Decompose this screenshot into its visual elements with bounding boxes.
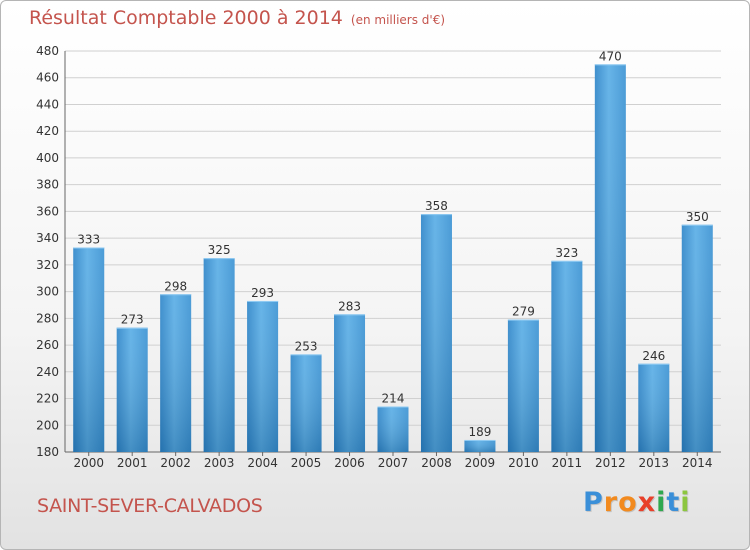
x-tick-label: 2005 (291, 456, 322, 470)
bar-shade (420, 214, 452, 452)
y-tick-label: 340 (36, 231, 59, 245)
bar-value-label: 273 (121, 313, 144, 327)
y-tick-label: 400 (36, 151, 59, 165)
x-tick-label: 2000 (73, 456, 104, 470)
logo-letter: r (603, 487, 619, 518)
x-tick-label: 2009 (465, 456, 496, 470)
bar-value-label: 350 (686, 210, 709, 224)
x-tick-label: 2013 (639, 456, 670, 470)
y-tick-label: 460 (36, 71, 59, 85)
y-tick-label: 420 (36, 124, 59, 138)
y-tick-label: 300 (36, 285, 59, 299)
x-tick-label: 2014 (682, 456, 713, 470)
x-tick-label: 2008 (421, 456, 452, 470)
bar-value-label: 246 (642, 349, 665, 363)
x-tick-label: 2007 (378, 456, 409, 470)
bar-shade (247, 300, 279, 452)
bar-value-label: 333 (77, 232, 100, 246)
bars (73, 64, 713, 452)
x-tick-label: 2006 (334, 456, 365, 470)
x-tick-label: 2012 (595, 456, 626, 470)
bar-value-label: 279 (512, 305, 535, 319)
bar-value-label: 358 (425, 199, 448, 213)
location-name: SAINT-SEVER-CALVADOS (37, 495, 263, 517)
y-tick-label: 380 (36, 178, 59, 192)
bar-value-label: 298 (164, 279, 187, 293)
y-tick-label: 260 (36, 338, 59, 352)
y-tick-label: 360 (36, 204, 59, 218)
bar-shade (203, 258, 235, 452)
x-tick-label: 2003 (204, 456, 235, 470)
bar-value-label: 214 (382, 392, 405, 406)
bar-value-label: 189 (468, 425, 491, 439)
bar-shade (638, 363, 670, 452)
bar-value-label: 283 (338, 299, 361, 313)
y-tick-label: 440 (36, 97, 59, 111)
bar-shade (334, 314, 366, 452)
bar-shade (551, 260, 583, 452)
y-tick-label: 480 (36, 44, 59, 58)
y-tick-label: 200 (36, 418, 59, 432)
bar-shade (73, 247, 105, 452)
logo-letter: t (666, 487, 681, 518)
bar-shade (681, 224, 713, 452)
y-tick-label: 180 (36, 445, 59, 459)
bar-shade (594, 64, 626, 452)
y-tick-label: 220 (36, 392, 59, 406)
proxiti-logo: Proxiti (583, 487, 691, 518)
logo-letter: i (680, 487, 691, 518)
logo-letter: P (583, 487, 604, 518)
x-tick-label: 2011 (552, 456, 583, 470)
bar-value-label: 470 (599, 49, 622, 63)
bar-value-label: 325 (208, 243, 231, 257)
bar-shade (290, 354, 322, 452)
title-text: Résultat Comptable 2000 à 2014 (29, 7, 343, 29)
bar-value-label: 293 (251, 286, 274, 300)
bar-shade (464, 439, 496, 452)
bar-shade (377, 406, 409, 452)
bar-value-label: 323 (555, 246, 578, 260)
logo-letter: o (618, 487, 638, 518)
bar-value-label: 253 (295, 339, 318, 353)
logo-letter: x (637, 487, 657, 518)
x-tick-label: 2001 (117, 456, 148, 470)
unit-label: (en milliers d'€) (350, 13, 446, 27)
y-tick-label: 320 (36, 258, 59, 272)
y-tick-label: 240 (36, 365, 59, 379)
labels: 180 200 220 240 260 280 300 320 340 360 380 400 420 4… (36, 44, 712, 470)
chart-title: Résultat Comptable 2000 à 2014 (en millie… (29, 7, 445, 29)
x-tick-label: 2010 (508, 456, 539, 470)
y-tick-label: 280 (36, 311, 59, 325)
bar-shade (507, 319, 539, 452)
bar-shade (116, 327, 148, 452)
bar-shade (160, 294, 192, 452)
logo-letter: i (656, 487, 667, 518)
x-tick-label: 2004 (247, 456, 278, 470)
x-tick-label: 2002 (160, 456, 191, 470)
